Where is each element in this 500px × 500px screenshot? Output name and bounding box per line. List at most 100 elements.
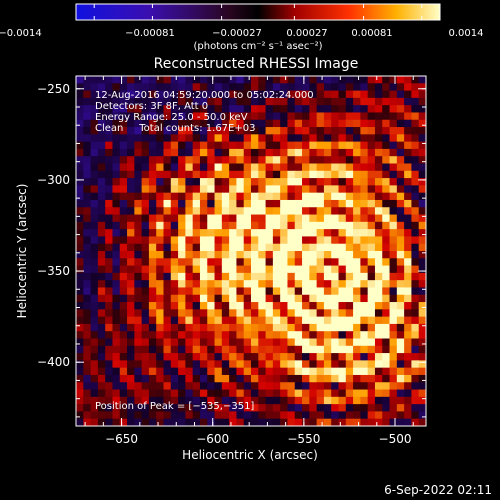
heatmap-cell — [156, 294, 165, 303]
heatmap-cell — [411, 178, 420, 186]
heatmap-cell — [294, 97, 303, 106]
heatmap-cell — [382, 251, 391, 259]
heatmap-cell — [418, 411, 426, 420]
heatmap-cell — [353, 258, 361, 267]
heatmap-cell — [90, 353, 99, 361]
heatmap-cell — [221, 192, 230, 201]
heatmap-cell — [345, 316, 354, 325]
heatmap-cell — [374, 214, 383, 223]
heatmap-cell — [338, 119, 347, 128]
heatmap-cell — [178, 287, 186, 296]
heatmap-cell — [287, 367, 296, 376]
heatmap-cell — [360, 148, 369, 157]
heatmap-cell — [170, 367, 179, 376]
heatmap-cell — [156, 170, 165, 179]
heatmap-cell — [112, 199, 121, 208]
heatmap-cell — [258, 258, 267, 267]
heatmap-cell — [389, 411, 398, 420]
heatmap-cell — [389, 83, 398, 92]
heatmap-cell — [207, 141, 216, 150]
heatmap-cell — [367, 382, 376, 391]
heatmap-cell — [207, 345, 216, 354]
heatmap-cell — [396, 221, 405, 230]
heatmap-cell — [302, 353, 310, 361]
heatmap-cell — [90, 229, 99, 238]
heatmap-cell — [192, 83, 201, 92]
heatmap-cell — [411, 389, 420, 398]
heatmap-cell — [353, 156, 361, 165]
heatmap-cell — [134, 338, 143, 347]
heatmap-cell — [76, 148, 84, 157]
heatmap-cell — [309, 353, 318, 361]
heatmap-cell — [185, 134, 194, 143]
heatmap-cell — [287, 251, 296, 259]
heatmap-cell — [192, 396, 201, 405]
heatmap-cell — [178, 134, 186, 143]
heatmap-cell — [287, 353, 296, 361]
heatmap-cell — [156, 97, 165, 106]
heatmap-cell — [272, 265, 281, 274]
heatmap-cell — [323, 105, 332, 114]
heatmap-cell — [192, 323, 201, 332]
heatmap-cell — [294, 309, 303, 318]
heatmap-cell — [367, 338, 376, 347]
heatmap-cell — [90, 76, 99, 84]
heatmap-cell — [141, 389, 150, 398]
heatmap-cell — [199, 389, 208, 398]
heatmap-cell — [199, 280, 208, 289]
heatmap-cell — [207, 229, 216, 238]
heatmap-cell — [280, 411, 289, 420]
heatmap-cell — [389, 382, 398, 391]
heatmap-cell — [302, 156, 310, 165]
heatmap-cell — [76, 127, 84, 135]
heatmap-cell — [105, 353, 114, 361]
heatmap-cell — [105, 338, 114, 347]
heatmap-cell — [112, 258, 121, 267]
heatmap-cell — [199, 418, 208, 426]
heatmap-cell — [185, 382, 194, 391]
heatmap-cell — [382, 170, 391, 179]
heatmap-cell — [258, 280, 267, 289]
y-tick-label: −250 — [37, 82, 70, 96]
heatmap-cell — [214, 83, 223, 92]
heatmap-cell — [76, 112, 84, 121]
heatmap-cell — [294, 287, 303, 296]
heatmap-cell — [141, 243, 150, 252]
heatmap-cell — [251, 411, 259, 420]
heatmap-cell — [360, 76, 369, 84]
heatmap-cell — [280, 170, 289, 179]
heatmap-cell — [105, 396, 114, 405]
heatmap-cell — [280, 345, 289, 354]
heatmap-cell — [127, 127, 135, 135]
heatmap-cell — [411, 90, 420, 99]
heatmap-cell — [374, 411, 383, 420]
heatmap-cell — [302, 214, 310, 223]
heatmap-cell — [221, 265, 230, 274]
heatmap-cell — [178, 374, 186, 383]
heatmap-cell — [382, 265, 391, 274]
heatmap-cell — [236, 199, 245, 208]
heatmap-cell — [411, 396, 420, 405]
heatmap-cell — [148, 374, 157, 383]
heatmap-cell — [374, 105, 383, 114]
heatmap-cell — [323, 207, 332, 216]
heatmap-cell — [404, 280, 413, 289]
heatmap-cell — [105, 272, 114, 281]
heatmap-cell — [302, 323, 310, 332]
heatmap-cell — [76, 90, 84, 99]
heatmap-cell — [243, 411, 252, 420]
heatmap-cell — [309, 83, 318, 92]
colorbar-ticks — [93, 4, 423, 20]
heatmap-cell — [141, 316, 150, 325]
heatmap-cell — [119, 170, 128, 179]
heatmap-cell — [243, 134, 252, 143]
heatmap-cell — [192, 97, 201, 106]
heatmap-cell — [134, 90, 143, 99]
heatmap-cell — [258, 294, 267, 303]
heatmap-cell — [170, 338, 179, 347]
heatmap-cell — [338, 323, 347, 332]
heatmap-cell — [374, 382, 383, 391]
heatmap-cell — [156, 243, 165, 252]
heatmap-cell — [331, 221, 340, 230]
heatmap-cell — [309, 382, 318, 391]
